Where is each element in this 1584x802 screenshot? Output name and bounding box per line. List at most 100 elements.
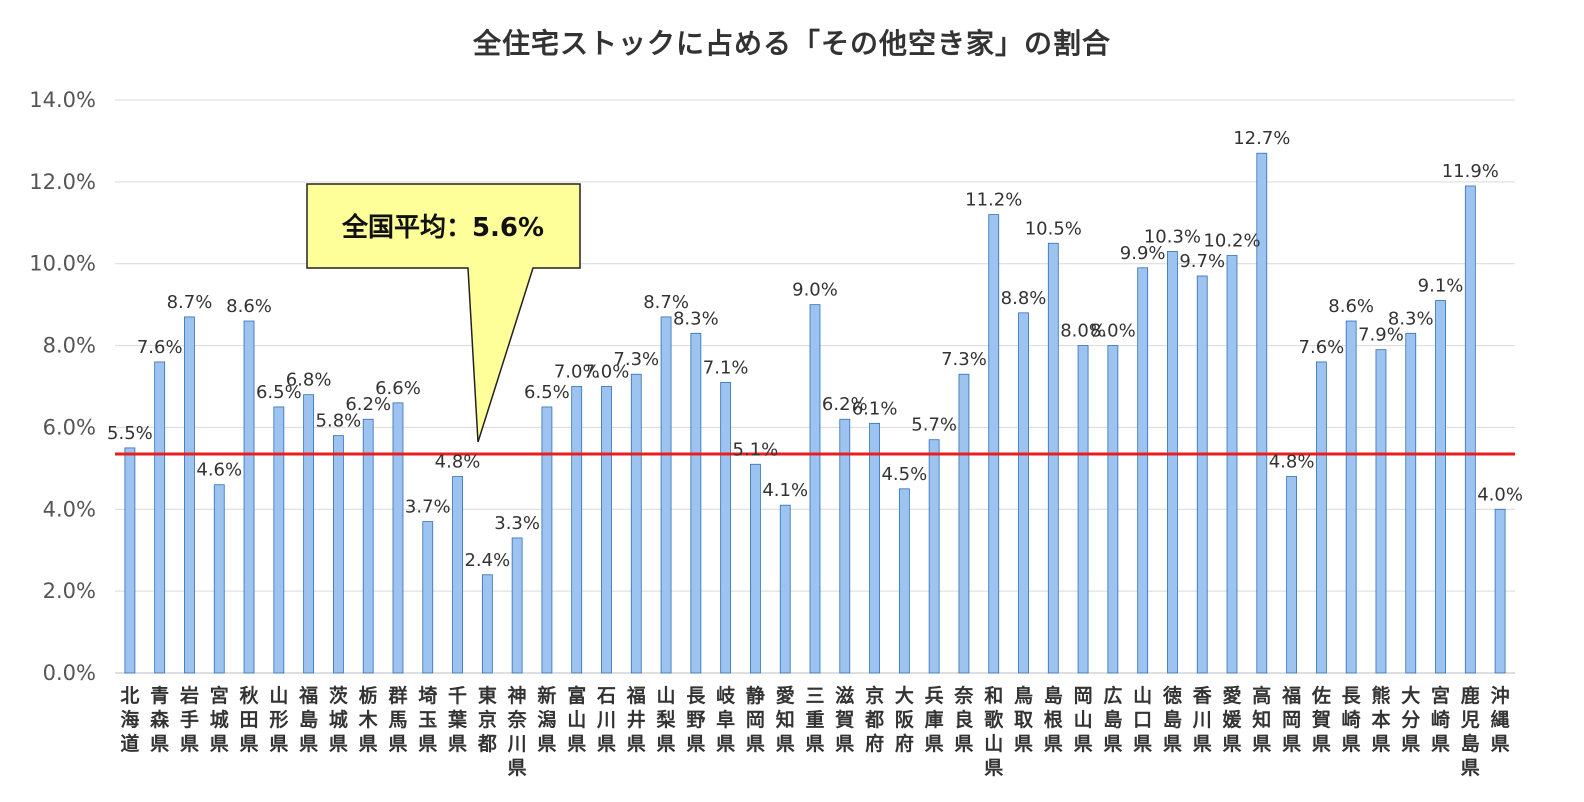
bars (124, 152, 1506, 674)
category-label-char: 山 (984, 733, 1003, 755)
category-label-char: 岡 (1282, 709, 1301, 731)
category-label-char: 香 (1192, 685, 1213, 707)
data-label: 6.2% (822, 394, 868, 415)
category-label-char: 岐 (716, 685, 736, 707)
bar (1018, 312, 1029, 674)
category-label-char: 県 (1103, 733, 1122, 755)
data-labels: 5.5%7.6%8.7%4.6%8.6%6.5%6.8%5.8%6.2%6.6%… (107, 128, 1523, 571)
category-label-char: 奈 (953, 684, 974, 707)
bar (750, 463, 761, 674)
category-label-char: 県 (776, 733, 795, 755)
bar (988, 214, 1000, 674)
category-label-char: 栃 (359, 684, 378, 707)
y-axis: 0.0% 2.0% 4.0% 6.0% 8.0% 10.0% 12.0% 14.0% (29, 88, 96, 685)
category-label-char: 海 (120, 708, 139, 731)
data-label: 7.1% (703, 357, 749, 378)
category-label-char: 県 (1252, 733, 1271, 755)
category-label-char: 県 (657, 733, 676, 755)
bar (958, 373, 970, 674)
category-label-char: 山 (567, 709, 586, 731)
data-label: 4.0% (1477, 484, 1523, 505)
data-label: 4.8% (1269, 452, 1315, 473)
bar (779, 504, 791, 674)
x-axis-category-labels: 北海道青森県岩手県宮城県秋田県山形県福島県茨城県栃木県群馬県埼玉県千葉県東京都神… (120, 684, 1509, 779)
category-label-char: 県 (1074, 733, 1093, 755)
category-label-char: 県 (805, 733, 824, 755)
bar (392, 402, 404, 674)
data-label: 4.8% (435, 452, 481, 473)
category-label-char: 川 (507, 733, 527, 755)
category-label-char: 島 (1044, 684, 1063, 707)
category-label-char: 媛 (1222, 708, 1243, 731)
category-label-char: 兵 (925, 685, 944, 707)
data-label: 9.7% (1179, 251, 1225, 272)
category-label-char: 県 (1282, 733, 1301, 755)
category-label-char: 知 (776, 708, 795, 731)
bar (303, 394, 315, 674)
category-label-char: 佐 (1311, 684, 1331, 707)
bar (690, 332, 702, 674)
category-label-char: 都 (477, 733, 497, 755)
callout-box (306, 183, 581, 443)
y-tick-label: 14.0% (29, 88, 96, 112)
category-label-char: 山 (657, 685, 676, 707)
data-label: 5.8% (316, 411, 362, 432)
category-label-char: 石 (596, 685, 616, 707)
data-label: 2.4% (464, 550, 510, 571)
category-label-char: 潟 (537, 709, 556, 731)
bar (1137, 267, 1149, 674)
data-label: 10.2% (1203, 231, 1260, 252)
y-tick-label: 4.0% (43, 497, 96, 521)
y-tick-label: 2.0% (43, 579, 96, 603)
category-label-char: 県 (597, 733, 616, 755)
data-label: 10.5% (1025, 218, 1082, 239)
category-label-char: 島 (1103, 708, 1122, 731)
category-label-char: 県 (240, 733, 259, 755)
chart-title: 全住宅ストックに占める「その他空き家」の割合 (472, 27, 1111, 60)
average-callout: 全国平均：5.6% (306, 183, 581, 443)
bar (124, 447, 136, 674)
category-label-char: 田 (240, 709, 259, 731)
category-label-char: 東 (478, 684, 497, 707)
category-label-char: 府 (895, 732, 914, 755)
category-label-char: 新 (537, 684, 556, 707)
category-label-char: 県 (418, 733, 437, 755)
category-label-char: 葉 (447, 709, 468, 731)
bar (1077, 345, 1089, 674)
data-label: 6.1% (852, 398, 898, 419)
category-label-char: 島 (299, 708, 318, 731)
category-label-char: 川 (1192, 709, 1212, 731)
category-label-char: 児 (1460, 709, 1480, 731)
data-label: 8.6% (226, 296, 272, 317)
category-label-char: 宮 (210, 684, 229, 707)
data-label: 7.9% (1358, 325, 1404, 346)
category-label-char: 青 (150, 685, 169, 707)
bar (660, 316, 672, 674)
category-label-char: 静 (746, 684, 765, 707)
category-label-char: 茨 (329, 684, 348, 707)
bar (213, 484, 225, 674)
y-tick-label: 10.0% (29, 252, 96, 276)
category-label-char: 県 (1014, 733, 1033, 755)
bar (362, 418, 374, 674)
bar (422, 521, 434, 674)
category-label-char: 阜 (716, 708, 735, 731)
y-tick-label: 8.0% (43, 334, 96, 358)
category-label-char: 歌 (984, 708, 1004, 731)
data-label: 6.5% (256, 382, 302, 403)
category-label-char: 県 (925, 733, 944, 755)
category-label-char: 県 (1163, 733, 1182, 755)
bar (1464, 185, 1476, 674)
category-label-char: 県 (1431, 733, 1450, 755)
category-label-char: 道 (120, 732, 139, 755)
data-label: 3.7% (405, 497, 451, 518)
category-label-char: 長 (1342, 685, 1362, 707)
data-label: 12.7% (1233, 128, 1290, 149)
category-label-char: 県 (1133, 733, 1152, 755)
category-label-char: 分 (1401, 709, 1420, 731)
category-label-char: 山 (1133, 685, 1152, 707)
category-label-char: 取 (1014, 709, 1033, 731)
data-label: 3.3% (494, 513, 540, 534)
category-label-char: 県 (1193, 733, 1212, 755)
data-label: 8.6% (1328, 296, 1374, 317)
